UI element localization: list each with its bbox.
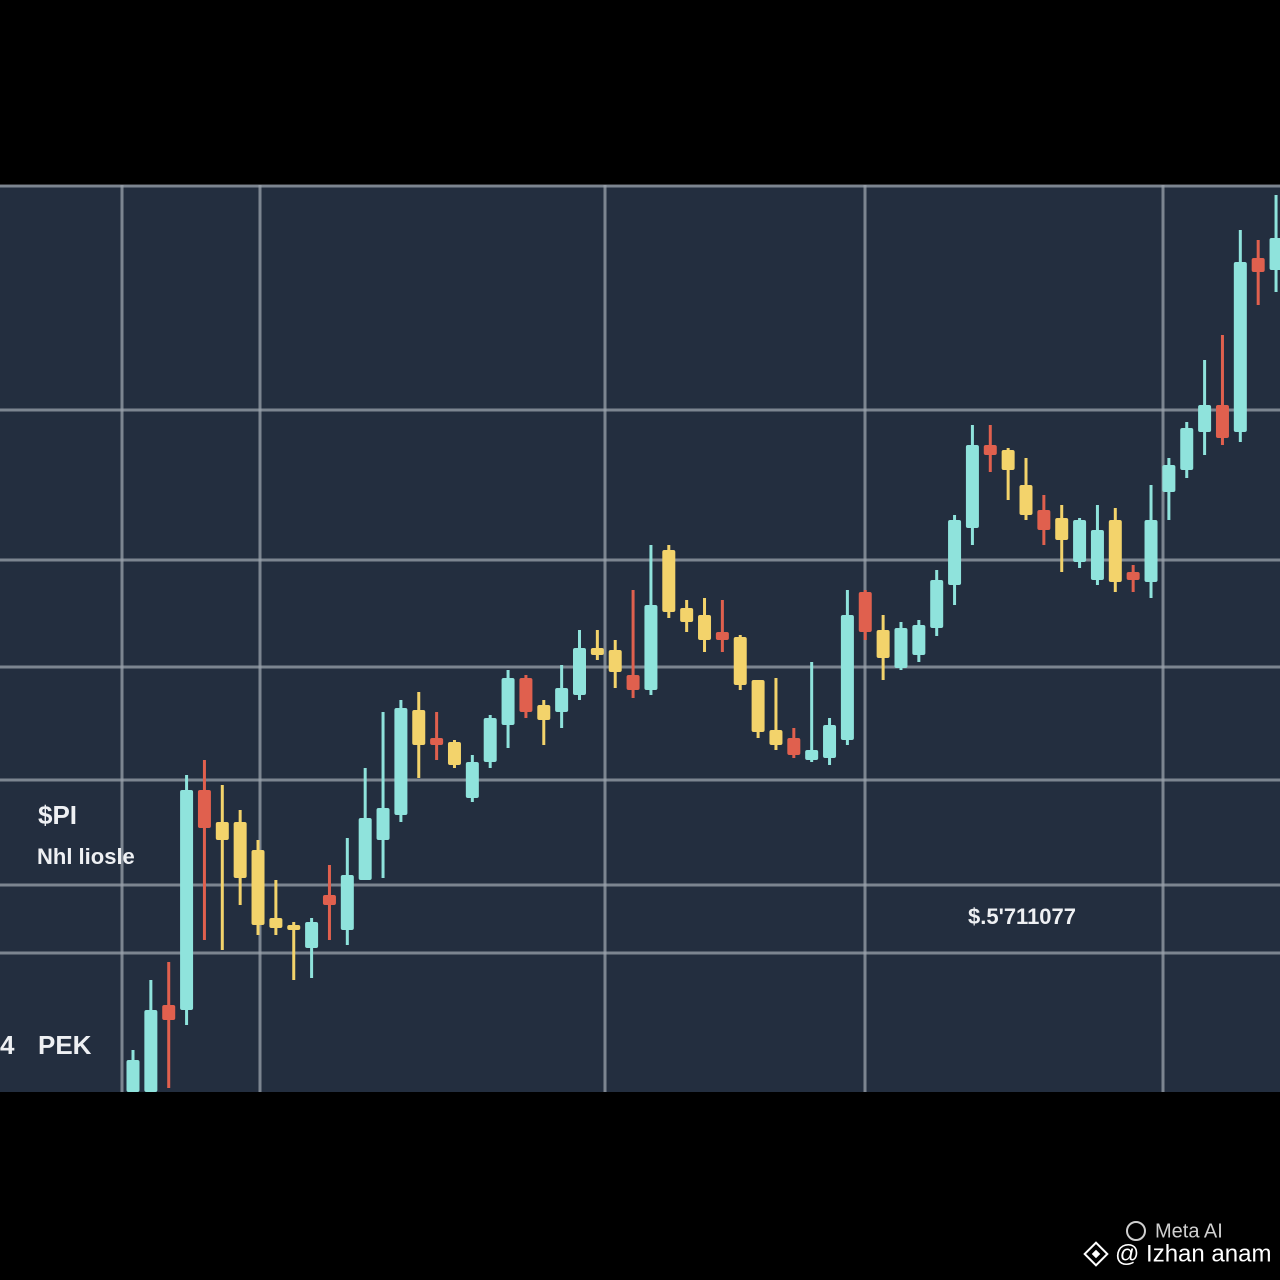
- candle-body: [769, 730, 783, 745]
- candle-body: [287, 925, 301, 930]
- candle-body: [251, 850, 265, 925]
- candle-body: [662, 550, 676, 612]
- labels: $PI Nhl liosle $.5'711077 4 PEK: [0, 800, 1076, 1060]
- candle-body: [805, 750, 819, 760]
- candle-body: [698, 615, 712, 640]
- candle-body: [144, 1010, 158, 1092]
- candle-body: [751, 680, 765, 732]
- candle-body: [787, 738, 801, 755]
- candle-body: [465, 762, 479, 798]
- candle-body: [680, 608, 694, 622]
- candle-body: [1198, 405, 1212, 432]
- candles: [126, 195, 1280, 1092]
- candle-body: [215, 822, 229, 840]
- candle-body: [394, 708, 408, 815]
- candle-body: [322, 895, 336, 905]
- candle-body: [965, 445, 979, 528]
- candle-body: [412, 710, 426, 745]
- watermark-handle: @ Izhan anam: [1115, 1240, 1271, 1267]
- plot-area: [0, 185, 1280, 1092]
- candle-body: [1001, 450, 1015, 470]
- candle-body: [840, 615, 854, 740]
- candle-body: [358, 818, 372, 880]
- candle-body: [162, 1005, 176, 1020]
- candle-body: [573, 648, 586, 695]
- candle-body: [233, 822, 247, 878]
- candle-body: [1073, 520, 1087, 562]
- candle-body: [626, 675, 640, 690]
- candle-body: [894, 628, 908, 668]
- annotation: 4: [0, 1030, 15, 1060]
- candle-body: [501, 678, 515, 725]
- candle-body: [537, 705, 551, 720]
- candle-body: [715, 632, 729, 640]
- candle-body: [447, 742, 461, 765]
- candle-body: [930, 580, 944, 628]
- candle-body: [1162, 465, 1176, 492]
- annotation: PEK: [38, 1030, 92, 1060]
- candle-body: [126, 1060, 140, 1092]
- candle-body: [305, 922, 319, 948]
- candle-body: [983, 445, 997, 455]
- candle-body: [1251, 258, 1265, 272]
- candle-body: [1055, 518, 1069, 540]
- watermark-brand: Meta AI: [1155, 1220, 1223, 1242]
- candle-body: [1037, 510, 1051, 530]
- candle-body: [1233, 262, 1247, 432]
- candle-body: [608, 650, 622, 672]
- candle-body: [269, 918, 283, 928]
- candle-body: [483, 718, 497, 762]
- candle-body: [197, 790, 211, 828]
- candle-body: [340, 875, 354, 930]
- candle-body: [1019, 485, 1033, 515]
- candle-body: [1215, 405, 1229, 438]
- candle-body: [555, 688, 569, 712]
- annotation: $PI: [38, 800, 77, 830]
- candle-body: [519, 678, 533, 712]
- candle-body: [1108, 520, 1122, 582]
- annotation: $.5'711077: [968, 904, 1076, 929]
- candle-body: [1144, 520, 1158, 582]
- candle-body: [1180, 428, 1194, 470]
- candle-body: [644, 605, 658, 690]
- candle-body: [590, 648, 604, 655]
- watermark-icon: [1126, 1221, 1146, 1241]
- candle-body: [180, 790, 194, 1010]
- candle-body: [823, 725, 837, 758]
- candle-body: [1126, 572, 1140, 580]
- candle-body: [948, 520, 962, 585]
- candle-body: [1090, 530, 1104, 580]
- candle-body: [733, 637, 747, 685]
- candle-body: [876, 630, 890, 658]
- candle-body: [376, 808, 390, 840]
- candle-body: [912, 625, 926, 655]
- annotation: Nhl liosle: [37, 844, 135, 869]
- candle-body: [1269, 238, 1280, 270]
- candle-body: [430, 738, 444, 745]
- candle-body: [858, 592, 872, 632]
